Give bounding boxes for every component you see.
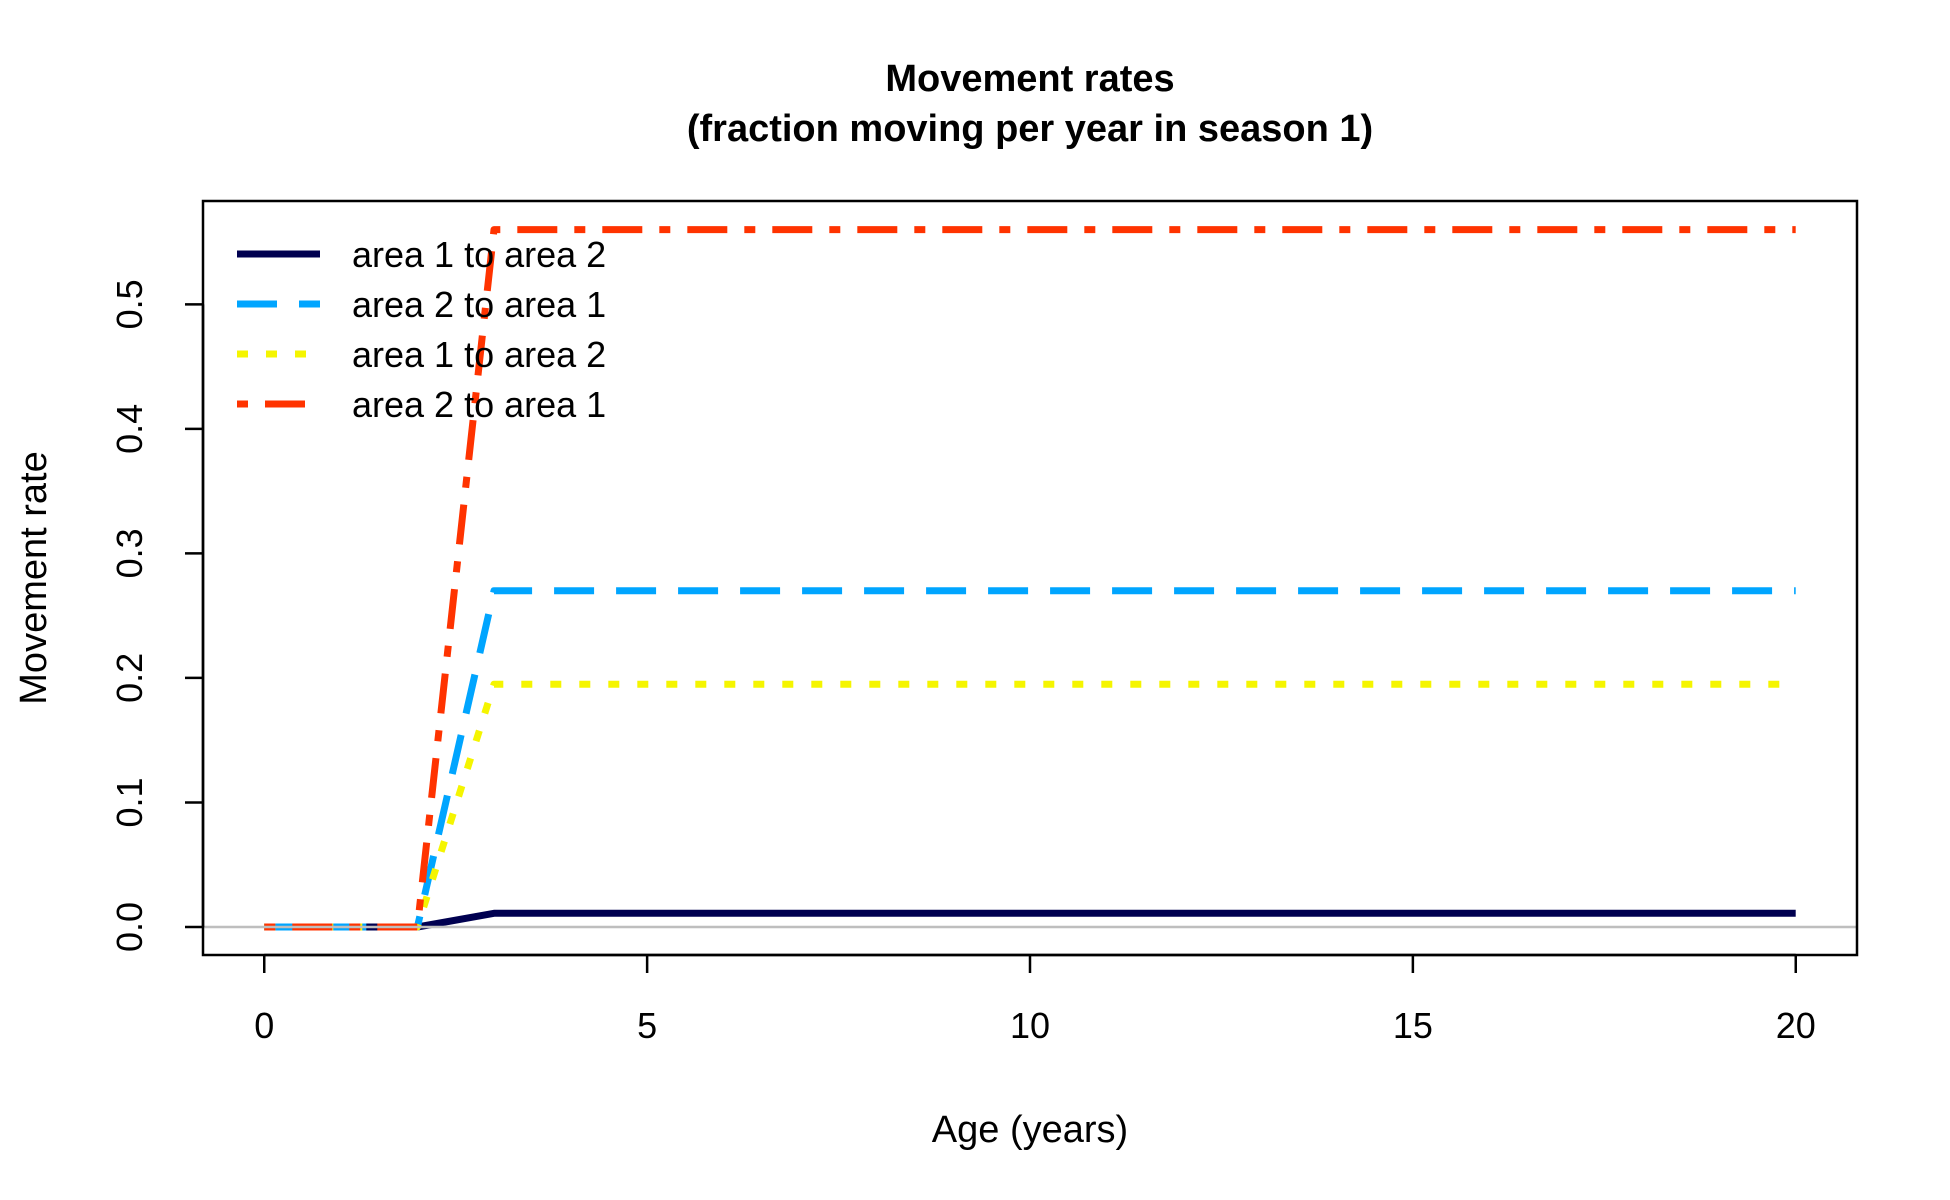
y-tick-label: 0.3 bbox=[109, 528, 150, 578]
legend-label-2: area 2 to area 1 bbox=[352, 284, 606, 325]
legend-label-1: area 1 to area 2 bbox=[352, 234, 606, 275]
series-line-2 bbox=[264, 587, 1796, 931]
y-tick-label: 0.5 bbox=[109, 279, 150, 329]
y-axis: 0.0 0.1 0.2 0.3 0.4 0.5 bbox=[109, 279, 205, 952]
x-axis-label: Age (years) bbox=[932, 1109, 1128, 1151]
legend-label-4: area 2 to area 1 bbox=[352, 384, 606, 425]
x-tick-label: 10 bbox=[1010, 1005, 1050, 1046]
x-tick-label: 15 bbox=[1393, 1005, 1433, 1046]
series-line-3 bbox=[264, 680, 1796, 931]
y-axis-label: Movement rate bbox=[13, 451, 55, 704]
chart-subtitle: (fraction moving per year in season 1) bbox=[687, 108, 1373, 150]
series-line-1 bbox=[264, 909, 1796, 931]
chart-title: Movement rates bbox=[885, 58, 1174, 100]
y-tick-label: 0.2 bbox=[109, 653, 150, 703]
x-tick-label: 5 bbox=[637, 1005, 657, 1046]
y-tick-label: 0.1 bbox=[109, 777, 150, 827]
y-tick-label: 0.4 bbox=[109, 404, 150, 454]
series-layer bbox=[264, 226, 1796, 931]
y-tick-label: 0.0 bbox=[109, 902, 150, 952]
x-axis: 0 5 10 15 20 bbox=[254, 953, 1816, 1046]
x-tick-label: 20 bbox=[1776, 1005, 1816, 1046]
x-tick-label: 0 bbox=[254, 1005, 274, 1046]
legend: area 1 to area 2 area 2 to area 1 area 1 t… bbox=[237, 234, 606, 425]
legend-label-3: area 1 to area 2 bbox=[352, 334, 606, 375]
series-line-4 bbox=[264, 226, 1796, 931]
